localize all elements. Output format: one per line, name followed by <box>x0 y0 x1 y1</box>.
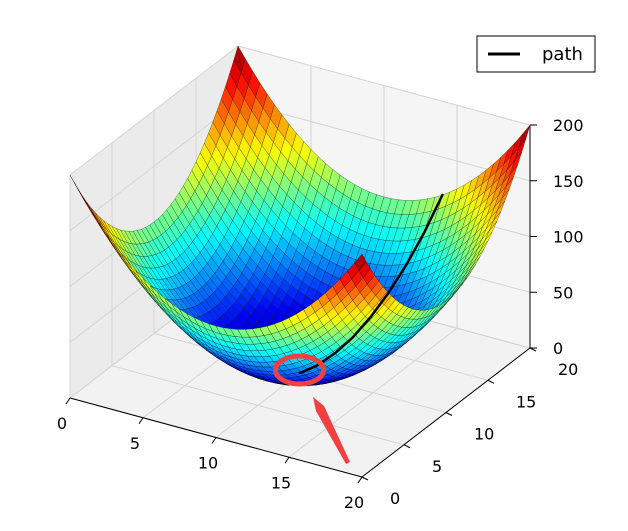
highlight-circle <box>273 353 326 387</box>
y-tick <box>487 379 495 384</box>
highlight-arrow <box>313 397 350 464</box>
series-line-path <box>298 193 444 375</box>
y-tick-label: 15 <box>516 392 536 411</box>
x-tick-label: 15 <box>271 473 291 492</box>
y-tick-label: 0 <box>390 489 400 508</box>
x-tick <box>357 476 363 484</box>
z-tick-label: 200 <box>553 116 584 135</box>
legend: path <box>476 35 596 73</box>
x-tick-label: 20 <box>344 493 364 512</box>
y-tick <box>361 476 369 481</box>
annotations <box>273 353 350 464</box>
x-tick <box>284 456 290 464</box>
x-tick-label: 10 <box>198 454 218 473</box>
y-tick <box>403 444 411 449</box>
z-tick-label: 100 <box>553 228 584 247</box>
x-tick-label: 5 <box>130 434 140 453</box>
surface-facet <box>354 253 367 271</box>
y-tick <box>445 412 453 416</box>
path-series <box>298 193 444 375</box>
y-tick-label: 10 <box>474 425 494 444</box>
x-tick <box>211 437 217 444</box>
z-tick-label: 0 <box>553 339 563 358</box>
z-tick-label: 150 <box>553 172 584 191</box>
legend-label-path: path <box>542 44 583 65</box>
x-tick <box>138 417 144 425</box>
x-tick-label: 0 <box>57 414 67 433</box>
z-tick-label: 50 <box>553 283 573 302</box>
x-tick <box>65 397 71 405</box>
y-tick-label: 5 <box>432 457 442 476</box>
y-tick-label: 20 <box>558 360 578 379</box>
